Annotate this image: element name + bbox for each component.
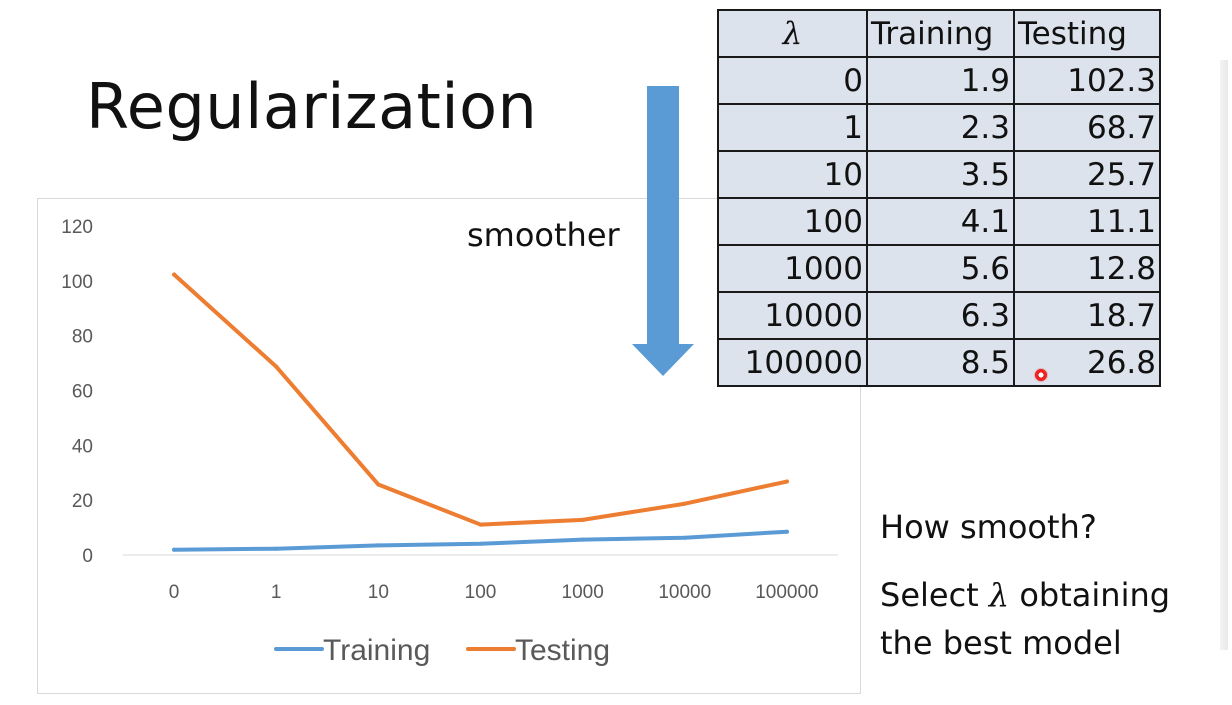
table-row: 0 1.9 102.3 bbox=[717, 56, 1161, 105]
cell-lambda: 0 bbox=[717, 56, 868, 105]
table-row: 100000 8.5 26.8 bbox=[717, 338, 1161, 387]
data-point-training bbox=[784, 529, 789, 534]
data-point-testing bbox=[478, 522, 483, 527]
note-select-lambda: Select λ obtaining bbox=[880, 576, 1170, 614]
data-point-testing bbox=[784, 479, 789, 484]
pointer-dot-icon bbox=[1034, 368, 1048, 382]
data-point-testing bbox=[682, 501, 687, 506]
data-point-testing bbox=[274, 364, 279, 369]
slide-title: Regularization bbox=[86, 70, 538, 143]
x-tick-label: 100 bbox=[465, 582, 497, 603]
y-tick-label: 20 bbox=[72, 491, 93, 512]
note-obtaining-word: obtaining bbox=[1019, 576, 1171, 614]
data-point-training bbox=[172, 547, 177, 552]
lambda-table: λ Training Testing 0 1.9 102.3 1 2.3 68.… bbox=[717, 9, 1161, 387]
cell-testing: 11.1 bbox=[1013, 197, 1161, 246]
data-point-training bbox=[274, 546, 279, 551]
arrow-label: smoother bbox=[467, 216, 620, 254]
cell-lambda: 10000 bbox=[717, 291, 868, 340]
y-tick-label: 40 bbox=[72, 436, 93, 457]
cell-training: 3.5 bbox=[866, 150, 1015, 199]
cell-testing: 12.8 bbox=[1013, 244, 1161, 293]
table-row: 100 4.1 11.1 bbox=[717, 197, 1161, 246]
table-row: 10 3.5 25.7 bbox=[717, 150, 1161, 199]
note-best-model: the best model bbox=[880, 624, 1122, 662]
x-tick-label: 0 bbox=[169, 582, 180, 603]
data-point-testing bbox=[172, 272, 177, 277]
note-select-word: Select bbox=[880, 576, 979, 614]
data-point-training bbox=[682, 535, 687, 540]
slide-edge bbox=[1220, 60, 1228, 650]
data-point-training bbox=[478, 541, 483, 546]
header-lambda: λ bbox=[717, 9, 868, 58]
table-row: 10000 6.3 18.7 bbox=[717, 291, 1161, 340]
legend-label-testing: Testing bbox=[515, 634, 610, 667]
cell-lambda: 100000 bbox=[717, 338, 868, 387]
cell-testing: 25.7 bbox=[1013, 150, 1161, 199]
table-row: 1 2.3 68.7 bbox=[717, 103, 1161, 152]
cell-testing: 68.7 bbox=[1013, 103, 1161, 152]
cell-training: 5.6 bbox=[866, 244, 1015, 293]
data-point-training bbox=[580, 537, 585, 542]
x-tick-label: 10000 bbox=[658, 582, 711, 603]
note-how-smooth: How smooth? bbox=[880, 508, 1097, 546]
x-tick-label: 1 bbox=[271, 582, 282, 603]
cell-training: 2.3 bbox=[866, 103, 1015, 152]
note-lambda-symbol: λ bbox=[988, 576, 1010, 614]
y-tick-label: 60 bbox=[72, 382, 93, 403]
y-tick-label: 100 bbox=[61, 272, 93, 293]
legend-label-training: Training bbox=[323, 634, 430, 667]
data-point-testing bbox=[376, 482, 381, 487]
x-tick-label: 100000 bbox=[755, 582, 818, 603]
y-tick-label: 120 bbox=[61, 217, 93, 238]
cell-training: 4.1 bbox=[866, 197, 1015, 246]
cell-training: 6.3 bbox=[866, 291, 1015, 340]
cell-lambda: 1 bbox=[717, 103, 868, 152]
header-testing: Testing bbox=[1013, 9, 1161, 58]
x-tick-label: 10 bbox=[368, 582, 389, 603]
data-point-training bbox=[376, 543, 381, 548]
cell-training: 8.5 bbox=[866, 338, 1015, 387]
x-tick-label: 1000 bbox=[562, 582, 604, 603]
cell-lambda: 100 bbox=[717, 197, 868, 246]
chart-svg: 0 20 40 60 80 100 120 0 1 10 100 1000 10000 100000 Tra… bbox=[61, 217, 838, 667]
cell-testing: 18.7 bbox=[1013, 291, 1161, 340]
data-point-testing bbox=[580, 517, 585, 522]
header-training: Training bbox=[866, 9, 1015, 58]
cell-training: 1.9 bbox=[866, 56, 1015, 105]
series-line-training bbox=[172, 529, 789, 552]
cell-lambda: 10 bbox=[717, 150, 868, 199]
y-tick-label: 80 bbox=[72, 327, 93, 348]
cell-testing: 102.3 bbox=[1013, 56, 1161, 105]
cell-lambda: 1000 bbox=[717, 244, 868, 293]
down-arrow-icon bbox=[632, 86, 694, 376]
table-row: 1000 5.6 12.8 bbox=[717, 244, 1161, 293]
y-tick-label: 0 bbox=[82, 546, 93, 567]
table-header-row: λ Training Testing bbox=[717, 9, 1161, 58]
